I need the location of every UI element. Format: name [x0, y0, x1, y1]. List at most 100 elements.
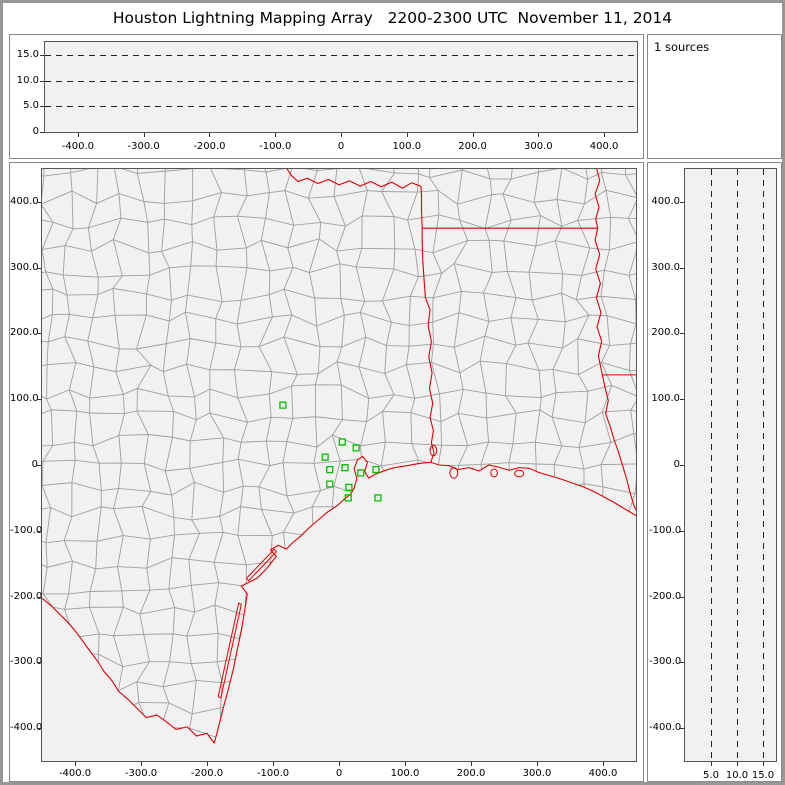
- tick-label: 0: [673, 459, 680, 470]
- tick-mark: [207, 762, 208, 766]
- tick-label: -200.0: [190, 768, 224, 779]
- lma-station-marker: [358, 470, 364, 476]
- tick-label: 0: [335, 768, 343, 779]
- altitude-ew-plot-area[interactable]: [44, 41, 638, 133]
- tick-mark: [339, 762, 340, 766]
- tick-label: 200.0: [651, 327, 680, 339]
- tick-label: -200.0: [649, 590, 682, 602]
- tick-mark: [604, 133, 606, 137]
- tick-label: -400.0: [58, 768, 92, 779]
- tick-mark: [75, 762, 76, 766]
- tick-mark: [680, 333, 684, 335]
- tick-mark: [603, 762, 604, 766]
- tick-label: 0: [32, 126, 39, 137]
- tick-label: 200.0: [458, 141, 487, 152]
- tick-label: 0: [31, 459, 38, 470]
- tick-mark: [37, 728, 41, 730]
- county-boundaries: [42, 169, 636, 761]
- coastal-lake: [430, 445, 437, 456]
- dashed-gridline: [737, 169, 738, 761]
- lma-station-marker: [327, 467, 333, 473]
- lma-station-marker: [346, 484, 352, 490]
- lma-station-marker: [345, 495, 351, 501]
- tick-label: 100.0: [10, 393, 39, 405]
- tick-mark: [680, 596, 684, 598]
- tick-mark: [37, 662, 41, 664]
- lma-station-marker: [353, 445, 359, 451]
- lma-stations: [280, 402, 381, 501]
- tick-label: 100.0: [651, 393, 680, 405]
- coastal-lake: [450, 468, 458, 479]
- tick-mark: [275, 133, 277, 137]
- tick-mark: [37, 201, 41, 203]
- tick-mark: [37, 399, 41, 401]
- tick-mark: [40, 132, 44, 133]
- tick-mark: [537, 762, 538, 766]
- tick-mark: [763, 762, 764, 766]
- tick-mark: [37, 596, 41, 598]
- coastal-lake: [515, 470, 524, 477]
- dashed-gridline: [763, 169, 764, 761]
- tick-label: -300.0: [10, 656, 43, 668]
- altitude-ns-plot-area[interactable]: [684, 168, 777, 762]
- tick-label: -100.0: [10, 524, 43, 536]
- tick-mark: [405, 762, 406, 766]
- tick-label: 5.0: [703, 770, 719, 781]
- tick-mark: [538, 133, 540, 137]
- tick-mark: [40, 80, 44, 82]
- tick-mark: [273, 762, 274, 766]
- tick-label: -300.0: [124, 768, 158, 779]
- lma-station-marker: [280, 402, 286, 408]
- dashed-gridline: [45, 106, 637, 108]
- lma-station-marker: [327, 481, 333, 487]
- tick-mark: [341, 133, 342, 137]
- dashed-gridline: [711, 169, 712, 761]
- panel-altitude-vs-ns: 400.0 300.0 200.0 100.0 0 -100.0 -200.0 -300.0 -…: [647, 162, 782, 782]
- tick-mark: [37, 530, 41, 532]
- tick-label: -300.0: [649, 656, 682, 668]
- tick-label: 0: [337, 141, 345, 152]
- tick-mark: [143, 133, 145, 137]
- panel-sources-count: 1 sources: [647, 34, 782, 159]
- tick-label: 5.0: [23, 100, 39, 112]
- panel-plan-view-map: -400.0 -300.0 -200.0 -100.0 0 100.0 200.0 300.0…: [9, 162, 644, 782]
- lma-station-marker: [342, 465, 348, 471]
- tick-label: 200.0: [456, 768, 486, 779]
- tick-mark: [471, 762, 472, 766]
- map-plot-area[interactable]: [41, 168, 637, 762]
- tick-label: 100.0: [392, 141, 422, 152]
- tick-label: -100.0: [256, 768, 290, 779]
- tick-label: 10.0: [16, 74, 39, 86]
- tick-mark: [680, 728, 684, 730]
- tick-label: 400.0: [589, 141, 619, 152]
- tick-label: 300.0: [524, 141, 553, 152]
- tick-mark: [680, 662, 684, 664]
- tick-mark: [141, 762, 142, 766]
- tick-label: 15.0: [16, 48, 39, 60]
- plan-view-map-svg[interactable]: [42, 169, 636, 761]
- tick-mark: [711, 762, 712, 766]
- tick-mark: [37, 465, 41, 466]
- lma-station-marker: [375, 495, 381, 501]
- tick-mark: [680, 267, 684, 269]
- tick-label: 15.0: [751, 770, 775, 781]
- tick-label: -400.0: [10, 722, 43, 734]
- tick-label: -200.0: [193, 141, 226, 152]
- tick-mark: [680, 399, 684, 401]
- lma-station-marker: [339, 439, 345, 445]
- tick-label: -400.0: [61, 141, 94, 152]
- tick-label: 10.0: [725, 770, 749, 781]
- tick-mark: [680, 465, 684, 466]
- tick-label: 400.0: [651, 195, 680, 207]
- tick-mark: [40, 54, 44, 56]
- tick-mark: [737, 762, 738, 766]
- lma-station-marker: [373, 467, 379, 473]
- tick-mark: [37, 267, 41, 269]
- tick-mark: [406, 133, 408, 137]
- panel-altitude-vs-ew: -400.0 -300.0 -200.0 -100.0 0 100.0 200.0 300.0…: [9, 34, 644, 159]
- tick-mark: [472, 133, 474, 137]
- tick-label: 400.0: [588, 768, 618, 779]
- tick-mark: [680, 530, 684, 532]
- tick-mark: [37, 333, 41, 335]
